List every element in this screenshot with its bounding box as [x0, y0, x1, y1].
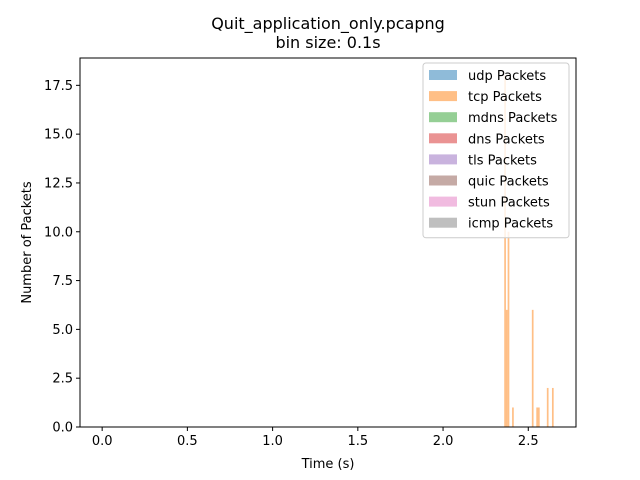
- legend-label-tcp: tcp Packets: [468, 90, 542, 105]
- chart-subtitle: bin size: 0.1s: [275, 33, 380, 52]
- legend-label-quic: quic Packets: [468, 175, 549, 190]
- legend-swatch-tls: [429, 154, 457, 165]
- bar-tcp-6: [537, 407, 540, 427]
- legend-box: [422, 62, 570, 239]
- legend-swatch-mdns: [429, 112, 457, 123]
- legend-label-dns: dns Packets: [468, 132, 545, 147]
- bar-tcp-8: [551, 387, 554, 427]
- y-axis-label: Number of Packets: [20, 181, 35, 304]
- legend-swatch-udp: [429, 70, 457, 80]
- y-tick-label: 7.5: [52, 274, 73, 289]
- y-tick-label: 0.0: [52, 421, 73, 436]
- legend-swatch-quic: [429, 175, 457, 186]
- legend-swatch-icmp: [429, 217, 457, 228]
- y-axis: 0.0 2.5 5.0 7.5 10.0 12.5 15.0 17.5: [44, 79, 80, 436]
- bar-tcp-1: [505, 309, 508, 427]
- y-tick-label: 5.0: [52, 323, 73, 338]
- chart-title: Quit_application_only.pcapng: [211, 14, 445, 34]
- legend-swatch-tcp: [429, 91, 457, 102]
- bar-tcp-7: [546, 387, 549, 427]
- bar-tcp-3: [512, 407, 514, 427]
- bars-group: [504, 75, 554, 427]
- bar-tcp-4: [531, 309, 534, 427]
- legend-swatch-stun: [429, 196, 457, 207]
- x-tick-label: 1.5: [347, 434, 368, 449]
- bar-tcp-0: [504, 75, 506, 427]
- bar-tcp-2: [507, 231, 510, 427]
- legend-swatch-dns: [429, 133, 457, 144]
- y-tick-label: 15.0: [44, 128, 73, 143]
- legend-label-mdns: mdns Packets: [468, 111, 558, 126]
- y-tick-label: 12.5: [44, 176, 73, 191]
- y-tick-label: 10.0: [44, 225, 73, 240]
- x-tick-label: 1.0: [262, 434, 283, 449]
- x-tick-label: 0.5: [177, 434, 198, 449]
- y-tick-label: 2.5: [52, 372, 73, 387]
- legend-label-stun: stun Packets: [468, 196, 550, 211]
- legend: udp Packets tcp Packets mdns Packets dns Pa…: [422, 62, 570, 239]
- bar-tcp-5: [536, 407, 538, 427]
- plot-frame: [79, 57, 577, 428]
- legend-label-icmp: icmp Packets: [468, 217, 553, 232]
- x-tick-label: 0.0: [92, 434, 113, 449]
- legend-label-udp: udp Packets: [468, 69, 546, 84]
- x-axis-label: Time (s): [301, 457, 355, 472]
- x-tick-label: 2.0: [433, 434, 454, 449]
- x-axis: 0.0 0.5 1.0 1.5 2.0 2.5: [92, 427, 539, 449]
- x-tick-label: 2.5: [518, 434, 539, 449]
- legend-label-tls: tls Packets: [468, 153, 537, 168]
- y-tick-label: 17.5: [44, 79, 73, 94]
